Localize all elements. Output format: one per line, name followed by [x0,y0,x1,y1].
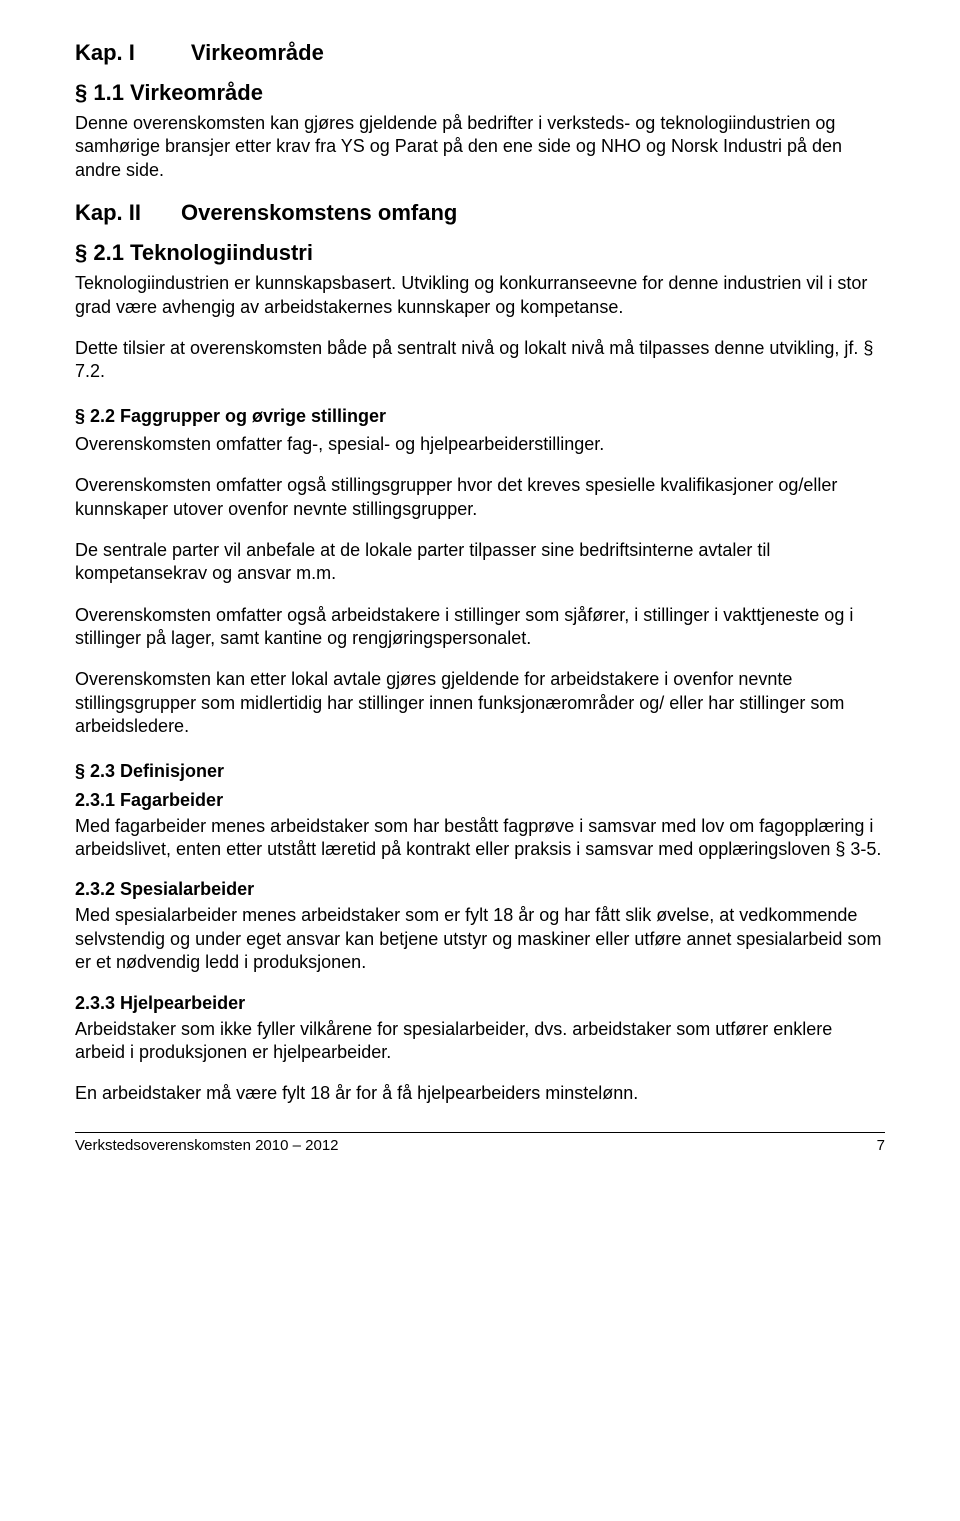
section-2-2-paragraph-1: Overenskomsten omfatter fag-, spesial- o… [75,433,885,456]
section-2-1-paragraph-2: Dette tilsier at overenskomsten både på … [75,337,885,384]
section-2-3-3-paragraph-2: En arbeidstaker må være fylt 18 år for å… [75,1082,885,1105]
section-2-2-paragraph-4: Overenskomsten omfatter også arbeidstake… [75,604,885,651]
section-2-3-1-paragraph-1: Med fagarbeider menes arbeidstaker som h… [75,815,885,862]
section-2-3-2-heading: 2.3.2 Spesialarbeider [75,879,885,900]
section-2-3-1-heading: 2.3.1 Fagarbeider [75,790,885,811]
section-1-1-paragraph-1: Denne overenskomsten kan gjøres gjeldend… [75,112,885,182]
footer-page-number: 7 [877,1137,885,1154]
section-1-1-heading: § 1.1 Virkeområde [75,80,885,106]
section-2-2-paragraph-3: De sentrale parter vil anbefale at de lo… [75,539,885,586]
page-footer: Verkstedsoverenskomsten 2010 – 2012 7 [75,1132,885,1154]
section-2-2-paragraph-5: Overenskomsten kan etter lokal avtale gj… [75,668,885,738]
chapter-2-title: Overenskomstens omfang [181,200,457,226]
chapter-1-heading: Kap. I Virkeområde [75,40,885,66]
section-2-1-paragraph-1: Teknologiindustrien er kunnskapsbasert. … [75,272,885,319]
section-2-3-3-heading: 2.3.3 Hjelpearbeider [75,993,885,1014]
chapter-2-label: Kap. II [75,200,141,226]
section-2-1-heading: § 2.1 Teknologiindustri [75,240,885,266]
section-2-3-3-paragraph-1: Arbeidstaker som ikke fyller vilkårene f… [75,1018,885,1065]
section-2-3-2-paragraph-1: Med spesialarbeider menes arbeidstaker s… [75,904,885,974]
chapter-1-label: Kap. I [75,40,135,66]
chapter-1-title: Virkeområde [191,40,324,66]
section-2-2-heading: § 2.2 Faggrupper og øvrige stillinger [75,406,885,427]
chapter-2-heading: Kap. II Overenskomstens omfang [75,200,885,226]
footer-document-title: Verkstedsoverenskomsten 2010 – 2012 [75,1137,339,1154]
section-2-3-heading: § 2.3 Definisjoner [75,761,885,782]
section-2-2-paragraph-2: Overenskomsten omfatter også stillingsgr… [75,474,885,521]
